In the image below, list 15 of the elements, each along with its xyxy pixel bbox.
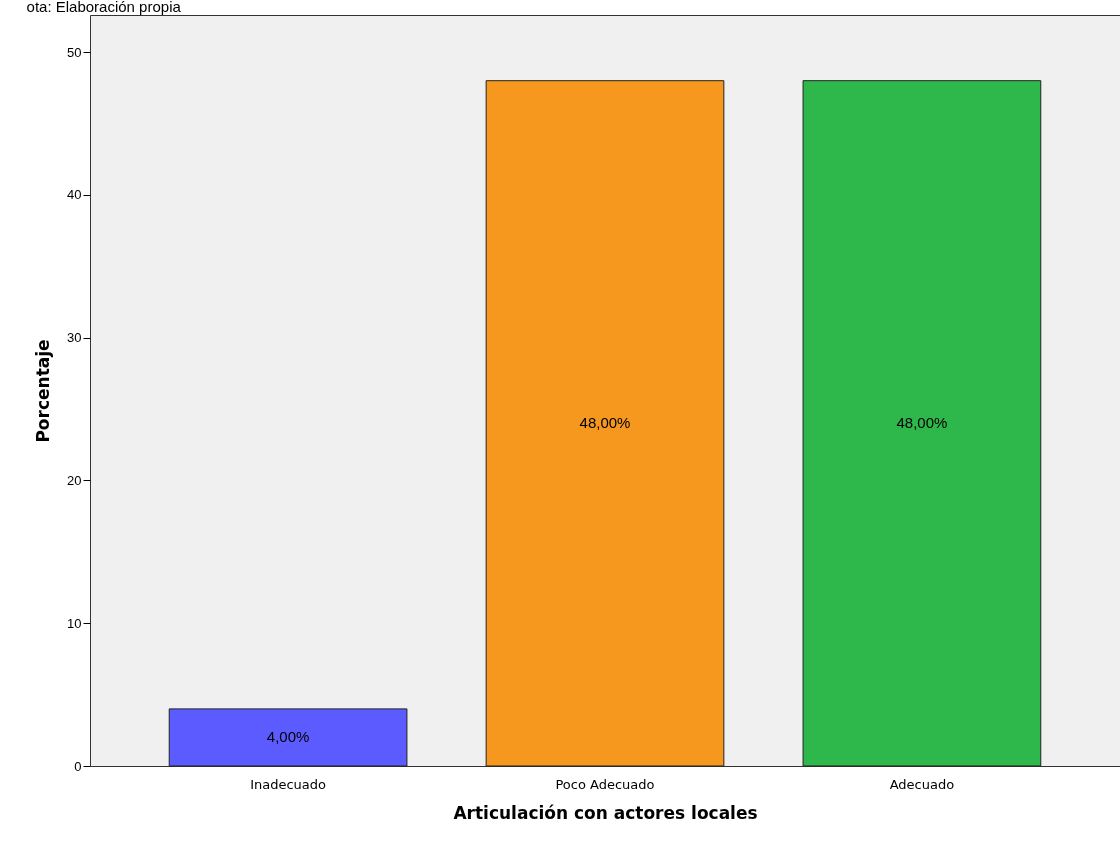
y-tick-label: 40	[67, 187, 82, 203]
y-tick-label: 20	[67, 472, 82, 488]
data-label: 48,00%	[579, 414, 631, 432]
x-tick-label: Adecuado	[889, 776, 955, 792]
data-label: 4,00%	[266, 728, 310, 746]
y-tick-label: 0	[74, 758, 82, 774]
y-tick-label: 10	[67, 615, 82, 631]
y-axis-title: Porcentaje	[33, 339, 54, 443]
data-label: 48,00%	[896, 414, 948, 432]
text: ota: Elaboración propia	[26, 0, 182, 15]
y-tick-label: 50	[67, 44, 82, 60]
x-tick-label: Inadecuado	[250, 776, 327, 792]
y-tick-label: 30	[67, 330, 82, 346]
x-axis-title: Articulación con actores locales	[453, 802, 758, 823]
x-tick-label: Poco Adecuado	[555, 776, 655, 792]
